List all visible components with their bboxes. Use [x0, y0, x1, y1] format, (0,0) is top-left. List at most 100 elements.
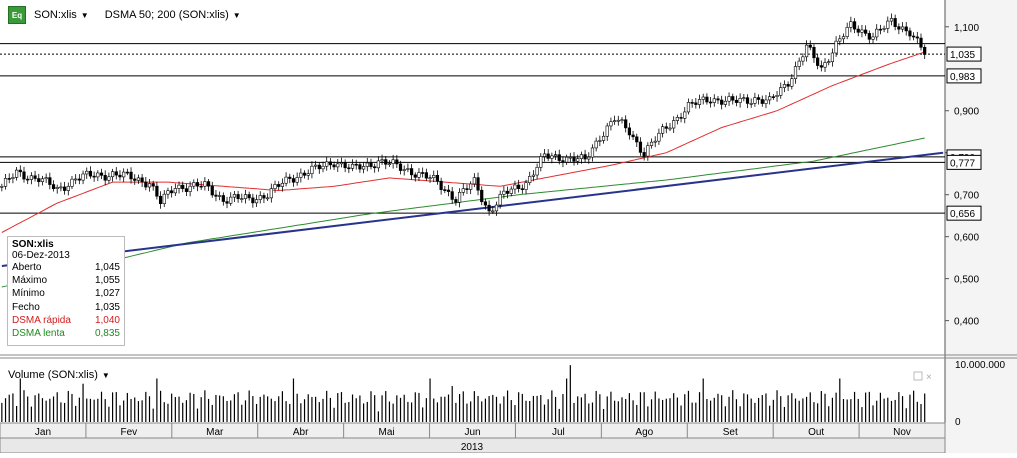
- candle-body: [694, 102, 698, 105]
- indicator-selector[interactable]: DSMA 50; 200 (SON:xlis) ▼: [105, 9, 241, 21]
- volume-title[interactable]: Volume (SON:xlis) ▼: [8, 369, 110, 381]
- info-row: Aberto 1,045: [12, 262, 120, 273]
- candle-body: [856, 28, 860, 33]
- candle-body: [136, 177, 141, 181]
- candle-body: [756, 97, 761, 100]
- horizontal-levels: [0, 43, 945, 214]
- candle-body: [225, 201, 229, 204]
- candle-body: [749, 103, 753, 105]
- candle-body: [827, 61, 831, 63]
- candle-body: [509, 188, 513, 194]
- candle-body: [173, 188, 177, 194]
- candle-body: [280, 182, 284, 187]
- candle-body: [657, 132, 661, 142]
- month-label: Mai: [379, 427, 395, 438]
- candle-body: [723, 100, 727, 105]
- dropdown-arrow-icon: ▼: [101, 370, 110, 380]
- equity-icon[interactable]: Eq: [8, 6, 26, 24]
- candle-body: [254, 199, 259, 204]
- candle-body: [417, 172, 421, 178]
- candle-body: [889, 18, 894, 22]
- candle-body: [697, 99, 702, 105]
- candle-body: [114, 171, 118, 176]
- candle-body: [801, 56, 805, 62]
- candle-body: [266, 197, 270, 200]
- candle-body: [240, 198, 244, 200]
- level-label: 0,983: [950, 72, 975, 83]
- candle-body: [616, 119, 620, 122]
- level-label-box: [946, 154, 982, 170]
- trendline[interactable]: [1, 151, 944, 268]
- candle-body: [15, 169, 19, 178]
- candle-body: [387, 163, 392, 165]
- price-tick-label: 0,600: [954, 233, 979, 244]
- candle-body: [0, 185, 4, 188]
- maximize-icon[interactable]: [913, 371, 923, 381]
- price-tick-label: 1,100: [954, 23, 979, 34]
- candle-body: [3, 178, 8, 187]
- candle-body: [446, 189, 451, 192]
- candle-body: [550, 155, 554, 159]
- price-tick-label: 0,400: [954, 317, 979, 328]
- info-date: 06-Dez-2013: [12, 250, 70, 261]
- candle-body: [144, 181, 148, 188]
- candle-body: [804, 44, 809, 58]
- month-labels: Jan Fev Mar Abr Mai Jun Jul Ago Set Out Nov: [0, 423, 911, 438]
- candle-body: [771, 96, 775, 98]
- candle-body: [653, 140, 657, 143]
- candle-body: [875, 28, 879, 38]
- candle-body: [613, 120, 617, 122]
- month-label: Nov: [893, 427, 911, 438]
- candle-body: [745, 97, 750, 104]
- candle-body: [384, 159, 388, 165]
- indicator-label: DSMA 50; 200 (SON:xlis): [104, 9, 229, 21]
- candle-body: [362, 166, 366, 170]
- candle-body: [406, 168, 410, 170]
- candle-body: [505, 190, 510, 194]
- candle-body: [11, 177, 15, 179]
- candle-body: [232, 194, 237, 198]
- price-axis-panel: [945, 0, 1017, 453]
- trendline-path: [1, 151, 944, 268]
- candle-body: [162, 193, 166, 204]
- instrument-selector[interactable]: SON:xlis ▼: [34, 9, 89, 21]
- candle-body: [188, 185, 192, 192]
- candle-body: [649, 141, 654, 146]
- candle-body: [118, 174, 122, 178]
- candle-body: [107, 176, 111, 181]
- candle-body: [775, 95, 779, 97]
- candle-body: [601, 135, 606, 141]
- candle-body: [99, 172, 104, 176]
- candle-body: [576, 158, 580, 162]
- candle-body: [782, 84, 787, 88]
- close-icon[interactable]: ×: [926, 372, 932, 383]
- candle-body: [332, 164, 336, 168]
- candle-body: [867, 33, 871, 40]
- candle-body: [672, 120, 676, 129]
- candle-body: [110, 171, 115, 178]
- volume-max-label: 10.000.000: [955, 360, 1005, 371]
- candle-body: [140, 177, 144, 183]
- candle-body: [528, 176, 532, 183]
- candle-body: [841, 36, 846, 40]
- dsma-fast-line: [1, 51, 925, 233]
- candle-body: [590, 147, 595, 158]
- candle-body: [631, 134, 635, 138]
- candle-body: [886, 20, 890, 29]
- candle-body: [92, 175, 96, 178]
- candle-body: [96, 172, 100, 178]
- candle-body: [317, 164, 321, 170]
- candle-body: [7, 178, 11, 180]
- candle-body: [214, 194, 218, 197]
- candle-body: [424, 172, 428, 179]
- candle-body: [727, 96, 731, 102]
- candle-body: [864, 29, 868, 34]
- candle-body: [690, 102, 694, 104]
- dsma-slow-series: [1, 137, 925, 288]
- candle-body: [923, 46, 927, 55]
- candle-body: [642, 152, 646, 157]
- candle-body: [465, 188, 469, 190]
